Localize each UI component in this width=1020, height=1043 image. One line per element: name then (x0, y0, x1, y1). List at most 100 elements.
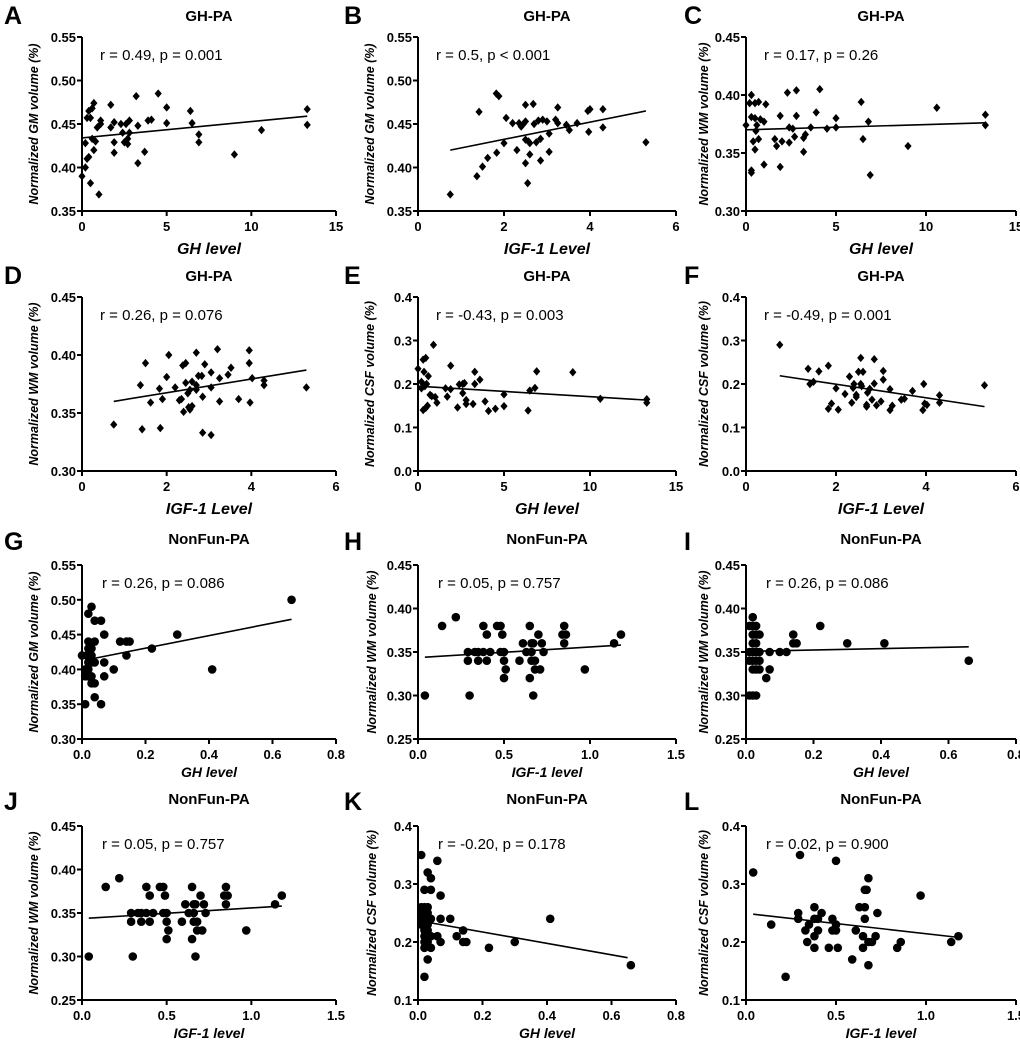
y-tick-label: 0.35 (715, 146, 740, 161)
data-point (499, 656, 509, 665)
data-point (452, 931, 462, 941)
data-point (751, 621, 761, 631)
data-point (497, 630, 507, 639)
data-point (748, 612, 758, 622)
data-point (809, 377, 818, 387)
data-point (424, 371, 432, 381)
data-point (245, 346, 253, 355)
data-point (419, 405, 427, 415)
data-point (851, 926, 861, 935)
x-axis-label: IGF-1 Level (504, 241, 591, 258)
correlation-annotation: r = 0.17, p = 0.26 (764, 47, 878, 64)
panel-title: NonFun-PA (168, 531, 250, 548)
panel-letter: J (4, 788, 18, 816)
panel-title: NonFun-PA (168, 791, 250, 808)
data-point (833, 943, 843, 953)
data-point (800, 133, 808, 143)
data-point (539, 647, 548, 657)
panel-title: GH-PA (857, 268, 904, 285)
x-tick-label: 0.2 (136, 747, 154, 762)
x-tick-label: 15 (1009, 219, 1020, 234)
data-point (198, 371, 206, 381)
data-point (862, 885, 871, 895)
data-point (482, 630, 492, 639)
data-point (584, 106, 592, 116)
data-point (122, 651, 131, 660)
data-point (148, 908, 158, 918)
data-point (509, 118, 517, 128)
data-point (981, 110, 989, 119)
data-point (186, 385, 194, 394)
data-point (981, 120, 989, 130)
data-point (935, 398, 944, 407)
data-point (476, 375, 484, 384)
data-point (207, 430, 215, 440)
data-point (500, 138, 508, 148)
data-point (303, 120, 311, 130)
data-point (154, 89, 162, 98)
x-tick-label: 10 (583, 479, 597, 494)
data-point (162, 917, 171, 926)
data-point (201, 360, 209, 369)
data-point (900, 394, 908, 403)
y-tick-label: 0.40 (387, 161, 412, 176)
panel-letter: E (344, 262, 361, 290)
data-point (765, 665, 774, 674)
data-point (162, 908, 171, 918)
data-point (753, 120, 761, 130)
data-point (755, 97, 763, 107)
panel-title: NonFun-PA (506, 791, 588, 808)
y-tick-label: 0.4 (722, 819, 741, 834)
data-point (788, 630, 798, 639)
correlation-annotation: r = 0.02, p = 0.900 (766, 836, 889, 853)
data-point (760, 160, 768, 169)
data-point (755, 656, 764, 665)
data-point (849, 383, 857, 393)
data-point (802, 937, 812, 947)
data-point (569, 368, 577, 377)
data-point (443, 392, 451, 401)
data-point (860, 914, 870, 924)
data-point (192, 917, 202, 926)
data-point (245, 358, 253, 368)
data-point (463, 647, 473, 657)
data-point (616, 630, 626, 639)
correlation-annotation: r = -0.49, p = 0.001 (764, 307, 892, 324)
data-point (521, 100, 530, 110)
data-point (221, 900, 231, 909)
data-point (110, 148, 118, 157)
y-axis-label: Normalized WM volume (%) (27, 831, 41, 994)
data-point (125, 128, 134, 137)
correlation-annotation: r = 0.26, p = 0.076 (100, 307, 223, 324)
y-tick-label: 0.3 (394, 877, 412, 892)
data-point (773, 141, 781, 151)
y-axis-label: Normalized CSF volume (%) (697, 301, 711, 467)
data-point (834, 405, 842, 414)
panel-f: F GH-PA r = -0.49, p = 0.001 0 2 4 6 0.0 0.1 0.2 0… (684, 262, 1020, 518)
data-point (904, 141, 912, 151)
y-tick-label: 0.0 (722, 464, 740, 479)
data-point (783, 88, 791, 97)
x-tick-label: 2 (832, 479, 839, 494)
data-point (859, 134, 867, 144)
data-point (852, 392, 860, 402)
data-point (879, 375, 887, 384)
data-point (765, 647, 774, 657)
y-axis-label: Normalized WM volume (%) (697, 570, 711, 733)
data-point (147, 644, 157, 653)
data-point (812, 108, 820, 117)
y-tick-label: 0.4 (722, 290, 741, 305)
data-point (916, 891, 925, 900)
x-tick-label: 0.4 (872, 747, 891, 762)
data-point (215, 397, 224, 406)
data-point (857, 97, 865, 107)
x-tick-label: 0.4 (200, 747, 219, 762)
data-point (171, 383, 179, 392)
data-point (85, 152, 93, 162)
data-point (859, 367, 867, 377)
data-point (527, 647, 536, 657)
y-tick-label: 0.35 (387, 645, 412, 660)
data-point (91, 137, 100, 146)
data-point (197, 926, 207, 935)
